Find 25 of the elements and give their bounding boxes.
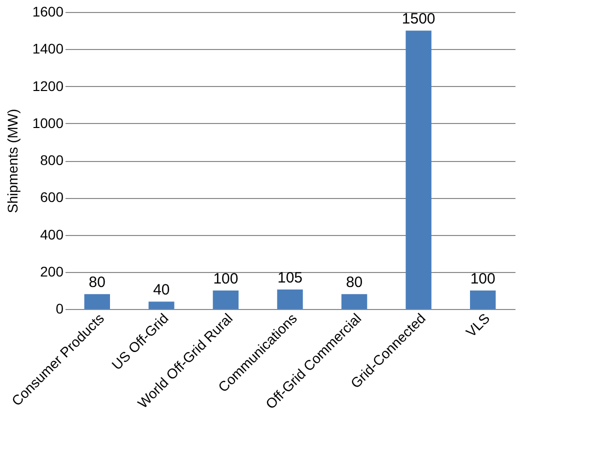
- data-label: 80: [346, 274, 363, 292]
- y-tick-label: 800: [40, 152, 64, 168]
- bar: [470, 290, 496, 309]
- bar: [277, 290, 303, 309]
- data-label: 1500: [402, 10, 436, 28]
- y-tick-label: 0: [56, 300, 64, 316]
- bar: [341, 294, 368, 309]
- y-tick-label: 600: [40, 189, 64, 206]
- bar: [212, 290, 239, 309]
- data-label: 40: [153, 282, 170, 299]
- data-label: 100: [470, 270, 496, 288]
- y-tick-label: 1200: [32, 78, 64, 94]
- bar: [84, 294, 110, 309]
- data-label: 80: [88, 274, 106, 292]
- y-tick-label: 1600: [32, 4, 64, 20]
- y-tick-label: 400: [40, 226, 64, 242]
- y-tick-label: 1000: [32, 114, 64, 131]
- data-label: 105: [277, 270, 303, 287]
- y-tick-label: 1400: [32, 40, 64, 57]
- data-label: 100: [213, 270, 238, 288]
- bar: [148, 302, 174, 309]
- x-tick-label: VLS: [462, 310, 493, 340]
- y-tick-label: 200: [40, 263, 64, 280]
- bar: [406, 30, 432, 309]
- y-axis-title: Shipments (MW): [4, 108, 20, 214]
